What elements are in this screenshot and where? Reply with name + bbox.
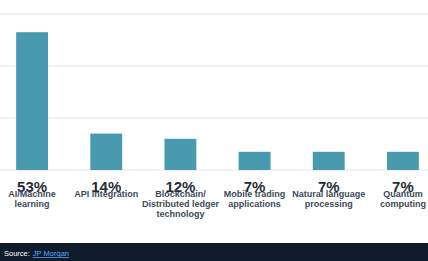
x-tick-label: Blockchain/Distributed ledgertechnology bbox=[142, 189, 220, 219]
x-tick-label: Mobile tradingapplications bbox=[224, 189, 285, 209]
x-tick: AI/Machinelearning bbox=[8, 170, 56, 209]
source-label: Source: bbox=[4, 249, 30, 258]
grid-line bbox=[0, 14, 428, 15]
x-tick-label: AI/Machinelearning bbox=[8, 189, 56, 209]
bars bbox=[16, 32, 419, 170]
x-tick: Natural languageprocessing bbox=[292, 170, 365, 209]
source-text: Source:JP Morgan bbox=[4, 249, 69, 258]
bar bbox=[239, 152, 271, 170]
source-background bbox=[0, 243, 428, 261]
x-tick-label: Quantumcomputing bbox=[380, 189, 426, 209]
bar bbox=[164, 139, 196, 170]
grid bbox=[0, 14, 428, 170]
x-axis: AI/Machinelearning API integration Blockch… bbox=[0, 170, 428, 219]
bar bbox=[16, 32, 48, 170]
x-tick: Quantumcomputing bbox=[380, 170, 426, 209]
source-link[interactable]: JP Morgan bbox=[33, 249, 69, 258]
x-tick: Blockchain/Distributed ledgertechnology bbox=[142, 170, 220, 219]
x-tick: API integration bbox=[74, 170, 138, 199]
grid-line bbox=[0, 118, 428, 119]
grid-line bbox=[0, 170, 428, 171]
x-tick-label: API integration bbox=[74, 189, 138, 199]
bar bbox=[313, 152, 345, 170]
x-tick-label: Natural languageprocessing bbox=[292, 189, 365, 209]
bar bbox=[387, 152, 419, 170]
x-tick: Mobile tradingapplications bbox=[224, 170, 285, 209]
source-bar: Source:JP Morgan bbox=[0, 243, 428, 261]
bar bbox=[90, 134, 122, 170]
chart: 53%14%12%7%7%7%AI/MachinelearningAPI int… bbox=[0, 0, 428, 261]
x-axis-line bbox=[0, 170, 428, 171]
grid-line bbox=[0, 66, 428, 67]
